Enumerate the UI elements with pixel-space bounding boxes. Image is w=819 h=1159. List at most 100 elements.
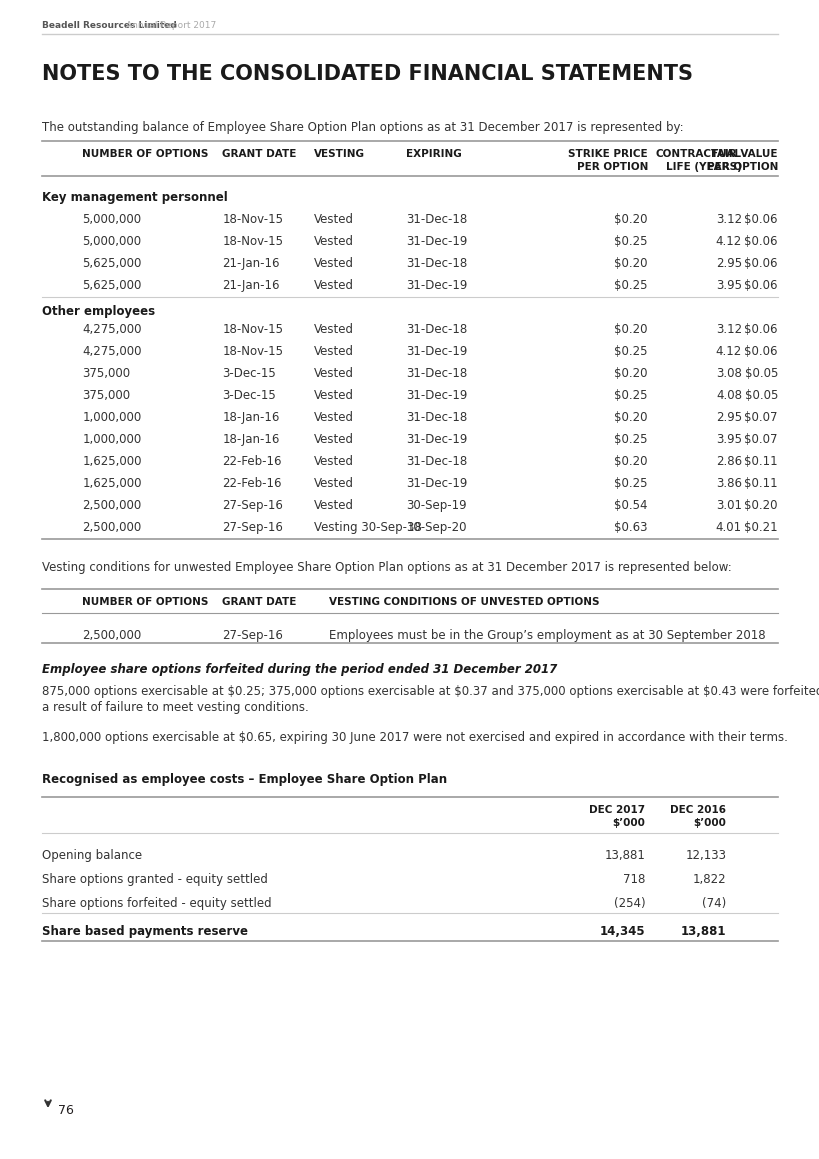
Text: Vested: Vested	[314, 213, 354, 226]
Text: Vested: Vested	[314, 455, 354, 468]
Text: Share options forfeited - equity settled: Share options forfeited - equity settled	[42, 897, 271, 910]
Text: PER OPTION: PER OPTION	[576, 162, 647, 172]
Text: 4.12: 4.12	[715, 345, 741, 358]
Text: Other employees: Other employees	[42, 305, 155, 318]
Text: $0.20: $0.20	[744, 500, 777, 512]
Text: $0.06: $0.06	[744, 235, 777, 248]
Text: DEC 2016: DEC 2016	[670, 806, 726, 815]
Text: (254): (254)	[613, 897, 645, 910]
Text: 31-Dec-18: 31-Dec-18	[406, 411, 467, 424]
Text: 27-Sep-16: 27-Sep-16	[222, 500, 283, 512]
Text: 18-Nov-15: 18-Nov-15	[222, 235, 283, 248]
Text: Share based payments reserve: Share based payments reserve	[42, 925, 247, 938]
Text: $0.21: $0.21	[744, 522, 777, 534]
Text: 18-Nov-15: 18-Nov-15	[222, 345, 283, 358]
Text: 18-Jan-16: 18-Jan-16	[222, 411, 279, 424]
Text: 31-Dec-19: 31-Dec-19	[406, 478, 467, 490]
Text: NUMBER OF OPTIONS: NUMBER OF OPTIONS	[83, 597, 209, 607]
Text: 1,000,000: 1,000,000	[83, 411, 142, 424]
Text: $0.20: $0.20	[613, 455, 647, 468]
Text: Vested: Vested	[314, 411, 354, 424]
Text: Share options granted - equity settled: Share options granted - equity settled	[42, 873, 268, 885]
Text: GRANT DATE: GRANT DATE	[222, 150, 296, 159]
Text: 1,000,000: 1,000,000	[83, 433, 142, 446]
Text: 21-Jan-16: 21-Jan-16	[222, 257, 279, 270]
Text: $0.07: $0.07	[744, 433, 777, 446]
Text: 31-Dec-18: 31-Dec-18	[406, 213, 467, 226]
Text: 12,133: 12,133	[685, 850, 726, 862]
Text: $’000: $’000	[693, 818, 726, 828]
Text: $0.25: $0.25	[613, 478, 647, 490]
Text: 31-Dec-18: 31-Dec-18	[406, 455, 467, 468]
Text: 4.08: 4.08	[715, 389, 741, 402]
Text: 2,500,000: 2,500,000	[83, 629, 142, 642]
Text: 30-Sep-19: 30-Sep-19	[406, 500, 466, 512]
Text: Vested: Vested	[314, 257, 354, 270]
Text: $0.25: $0.25	[613, 389, 647, 402]
Text: $0.25: $0.25	[613, 235, 647, 248]
Text: LIFE (YEARS): LIFE (YEARS)	[665, 162, 741, 172]
Text: $0.20: $0.20	[613, 213, 647, 226]
Text: 21-Jan-16: 21-Jan-16	[222, 279, 279, 292]
Text: 3.01: 3.01	[715, 500, 741, 512]
Text: 4.01: 4.01	[715, 522, 741, 534]
Text: Vesting conditions for unwested Employee Share Option Plan options as at 31 Dece: Vesting conditions for unwested Employee…	[42, 561, 731, 574]
Text: $0.06: $0.06	[744, 345, 777, 358]
Text: $0.25: $0.25	[613, 345, 647, 358]
Text: Opening balance: Opening balance	[42, 850, 142, 862]
Text: VESTING: VESTING	[314, 150, 365, 159]
Text: 3.08: 3.08	[715, 367, 741, 380]
Text: $0.20: $0.20	[613, 411, 647, 424]
Text: 3.86: 3.86	[715, 478, 741, 490]
Text: 875,000 options exercisable at $0.25; 375,000 options exercisable at $0.37 and 3: 875,000 options exercisable at $0.25; 37…	[42, 685, 819, 698]
Text: STRIKE PRICE: STRIKE PRICE	[568, 150, 647, 159]
Text: 76: 76	[58, 1105, 74, 1117]
Text: 22-Feb-16: 22-Feb-16	[222, 478, 282, 490]
Text: $0.06: $0.06	[744, 213, 777, 226]
Text: $0.63: $0.63	[613, 522, 647, 534]
Text: 30-Sep-20: 30-Sep-20	[406, 522, 466, 534]
Text: Employee share options forfeited during the period ended 31 December 2017: Employee share options forfeited during …	[42, 663, 557, 676]
Text: 31-Dec-19: 31-Dec-19	[406, 235, 467, 248]
Text: Vested: Vested	[314, 478, 354, 490]
Text: Vested: Vested	[314, 367, 354, 380]
Text: 31-Dec-18: 31-Dec-18	[406, 257, 467, 270]
Text: (74): (74)	[701, 897, 726, 910]
Text: 3.95: 3.95	[715, 279, 741, 292]
Text: 3.12: 3.12	[715, 323, 741, 336]
Text: $0.07: $0.07	[744, 411, 777, 424]
Text: $0.20: $0.20	[613, 257, 647, 270]
Text: 375,000: 375,000	[83, 367, 130, 380]
Text: 27-Sep-16: 27-Sep-16	[222, 629, 283, 642]
Text: 1,625,000: 1,625,000	[83, 455, 142, 468]
Text: 5,625,000: 5,625,000	[83, 257, 142, 270]
Text: $0.25: $0.25	[613, 279, 647, 292]
Text: 13,881: 13,881	[680, 925, 726, 938]
Text: 4,275,000: 4,275,000	[83, 345, 142, 358]
Text: 5,625,000: 5,625,000	[83, 279, 142, 292]
Text: Key management personnel: Key management personnel	[42, 191, 228, 204]
Text: Employees must be in the Group’s employment as at 30 September 2018: Employees must be in the Group’s employm…	[328, 629, 765, 642]
Text: 31-Dec-19: 31-Dec-19	[406, 345, 467, 358]
Text: CONTRACTUAL: CONTRACTUAL	[655, 150, 741, 159]
Text: 18-Nov-15: 18-Nov-15	[222, 213, 283, 226]
Text: Vesting 30-Sep-18: Vesting 30-Sep-18	[314, 522, 422, 534]
Text: 1,822: 1,822	[692, 873, 726, 885]
Text: 14,345: 14,345	[600, 925, 645, 938]
Text: 18-Nov-15: 18-Nov-15	[222, 323, 283, 336]
Text: Vested: Vested	[314, 279, 354, 292]
Text: $0.06: $0.06	[744, 257, 777, 270]
Text: 13,881: 13,881	[604, 850, 645, 862]
Text: Vested: Vested	[314, 323, 354, 336]
Text: 3.12: 3.12	[715, 213, 741, 226]
Text: 22-Feb-16: 22-Feb-16	[222, 455, 282, 468]
Text: Vested: Vested	[314, 433, 354, 446]
Text: 2.86: 2.86	[715, 455, 741, 468]
Text: 2,500,000: 2,500,000	[83, 522, 142, 534]
Text: 375,000: 375,000	[83, 389, 130, 402]
Text: 1,800,000 options exercisable at $0.65, expiring 30 June 2017 were not exercised: 1,800,000 options exercisable at $0.65, …	[42, 731, 787, 744]
Text: GRANT DATE: GRANT DATE	[222, 597, 296, 607]
Text: 27-Sep-16: 27-Sep-16	[222, 522, 283, 534]
Text: Vested: Vested	[314, 345, 354, 358]
Text: 31-Dec-19: 31-Dec-19	[406, 433, 467, 446]
